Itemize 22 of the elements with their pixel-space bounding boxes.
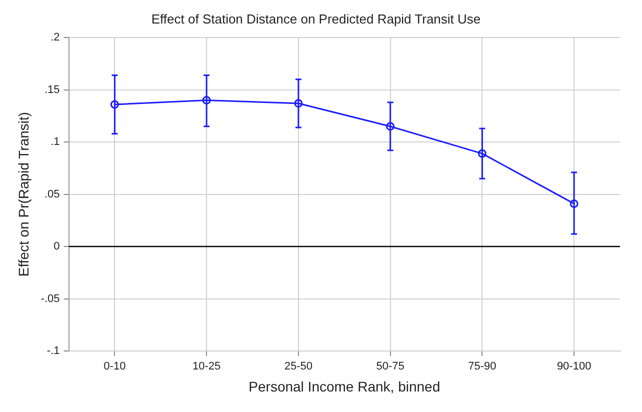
point <box>570 199 578 208</box>
y-tick-label: .1 <box>50 136 60 148</box>
x-tick-label: 25-50 <box>284 360 313 373</box>
chart-title: Effect of Station Distance on Predicted Rapid Transit Use <box>151 11 481 26</box>
y-axis-title: Effect on Pr(Rapid Transit) <box>15 112 32 277</box>
y-tick-label: 0 <box>54 240 60 253</box>
y-tick-label: .05 <box>44 188 60 200</box>
x-tick-label: 0-10 <box>104 360 126 373</box>
y-tick-label: .2 <box>50 32 60 44</box>
point <box>478 149 486 158</box>
y-tick-label: .15 <box>44 84 60 96</box>
x-tick-label: 50-75 <box>376 360 404 373</box>
point <box>386 122 395 131</box>
y-tick-label: -.1 <box>46 345 60 358</box>
x-tick-label: 90-100 <box>556 360 592 373</box>
point <box>294 99 303 108</box>
point <box>202 96 211 105</box>
x-tick-label: 75-90 <box>468 360 496 373</box>
x-axis-title: Personal Income Rank, binned <box>248 378 440 394</box>
y-tick-label: -.05 <box>40 292 60 305</box>
point <box>110 100 119 109</box>
x-tick-label: 10-25 <box>192 360 221 373</box>
